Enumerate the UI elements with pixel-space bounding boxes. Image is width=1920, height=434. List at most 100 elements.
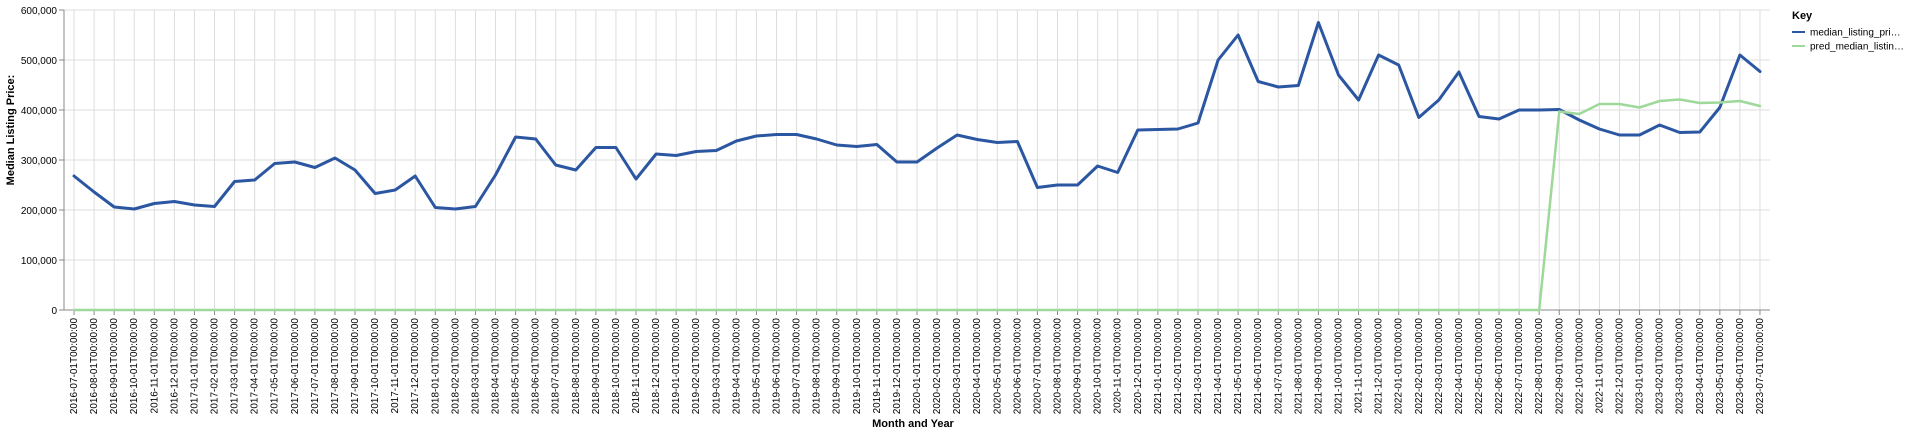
x-tick-label: 2019-02-01T00:00:00 xyxy=(691,318,702,415)
y-tick-label: 300,000 xyxy=(21,156,58,167)
x-tick-label: 2021-07-01T00:00:00 xyxy=(1273,318,1284,415)
x-tick-label: 2017-09-01T00:00:00 xyxy=(350,318,361,415)
x-tick-label: 2018-07-01T00:00:00 xyxy=(551,318,562,415)
x-tick-label: 2019-07-01T00:00:00 xyxy=(792,318,803,415)
x-tick-label: 2017-03-01T00:00:00 xyxy=(230,318,241,415)
x-tick-label: 2020-02-01T00:00:00 xyxy=(932,318,943,415)
x-tick-label: 2016-12-01T00:00:00 xyxy=(169,318,180,415)
x-tick-label: 2020-11-01T00:00:00 xyxy=(1113,318,1124,414)
x-tick-label: 2017-11-01T00:00:00 xyxy=(390,318,401,414)
x-tick-label: 2018-08-01T00:00:00 xyxy=(571,318,582,415)
x-axis-title: Month and Year xyxy=(872,418,954,430)
series-line-2 xyxy=(72,98,1762,312)
x-tick-label: 2017-02-01T00:00:00 xyxy=(210,318,221,415)
x-tick-label: 2022-07-01T00:00:00 xyxy=(1514,318,1525,415)
y-axis-ticks: 0 100,000 200,000 300,000 400,000 500,000 600,… xyxy=(21,6,64,317)
x-tick-label: 2022-08-01T00:00:00 xyxy=(1534,318,1545,415)
x-tick-label: 2016-08-01T00:00:00 xyxy=(89,318,100,415)
x-tick-label: 2017-05-01T00:00:00 xyxy=(270,318,281,415)
x-tick-label: 2021-01-01T00:00:00 xyxy=(1153,318,1164,415)
x-tick-label: 2022-11-01T00:00:00 xyxy=(1594,318,1605,414)
x-tick-label: 2021-05-01T00:00:00 xyxy=(1233,318,1244,415)
x-tick-label: 2017-07-01T00:00:00 xyxy=(310,318,321,415)
x-tick-label: 2020-05-01T00:00:00 xyxy=(992,318,1003,415)
x-tick-label: 2022-04-01T00:00:00 xyxy=(1454,318,1465,415)
x-tick-label: 2022-06-01T00:00:00 xyxy=(1494,318,1505,415)
x-tick-label: 2023-07-01T00:00:00 xyxy=(1755,318,1766,415)
x-tick-label: 2018-06-01T00:00:00 xyxy=(531,318,542,415)
legend-label: pred_median_listin… xyxy=(1810,42,1904,53)
x-tick-label: 2018-04-01T00:00:00 xyxy=(491,318,502,415)
x-axis-ticks: 2016-07-01T00:00:00 2016-08-01T00:00:00 20… xyxy=(69,310,1766,414)
x-tick-label: 2022-01-01T00:00:00 xyxy=(1394,318,1405,415)
x-tick-label: 2019-05-01T00:00:00 xyxy=(751,318,762,415)
x-tick-label: 2023-05-01T00:00:00 xyxy=(1715,318,1726,415)
x-tick-label: 2022-05-01T00:00:00 xyxy=(1474,318,1485,415)
x-tick-label: 2018-09-01T00:00:00 xyxy=(591,318,602,415)
x-tick-label: 2019-04-01T00:00:00 xyxy=(731,318,742,415)
x-tick-label: 2021-09-01T00:00:00 xyxy=(1313,318,1324,415)
series-lines xyxy=(72,21,1762,312)
x-tick-label: 2020-01-01T00:00:00 xyxy=(912,318,923,415)
x-tick-label: 2020-03-01T00:00:00 xyxy=(952,318,963,415)
x-tick-label: 2019-09-01T00:00:00 xyxy=(832,318,843,415)
x-tick-label: 2017-01-01T00:00:00 xyxy=(189,318,200,415)
x-tick-label: 2022-12-01T00:00:00 xyxy=(1614,318,1625,415)
x-tick-label: 2021-02-01T00:00:00 xyxy=(1173,318,1184,415)
x-tick-label: 2020-07-01T00:00:00 xyxy=(1032,318,1043,415)
x-tick-label: 2021-10-01T00:00:00 xyxy=(1333,318,1344,415)
x-tick-label: 2022-09-01T00:00:00 xyxy=(1554,318,1565,415)
x-tick-label: 2019-12-01T00:00:00 xyxy=(892,318,903,415)
x-tick-label: 2019-08-01T00:00:00 xyxy=(812,318,823,415)
x-tick-label: 2022-02-01T00:00:00 xyxy=(1414,318,1425,415)
x-tick-label: 2018-03-01T00:00:00 xyxy=(470,318,481,415)
x-tick-label: 2022-10-01T00:00:00 xyxy=(1574,318,1585,415)
x-tick-label: 2018-05-01T00:00:00 xyxy=(511,318,522,415)
x-tick-label: 2019-03-01T00:00:00 xyxy=(711,318,722,415)
x-tick-label: 2018-12-01T00:00:00 xyxy=(651,318,662,415)
x-tick-label: 2023-06-01T00:00:00 xyxy=(1735,318,1746,415)
x-tick-label: 2022-03-01T00:00:00 xyxy=(1434,318,1445,415)
x-tick-label: 2021-03-01T00:00:00 xyxy=(1193,318,1204,415)
y-axis-title: Median Listing Price: xyxy=(5,75,17,186)
y-tick-label: 200,000 xyxy=(21,206,58,217)
x-tick-label: 2017-08-01T00:00:00 xyxy=(330,318,341,415)
x-tick-label: 2020-12-01T00:00:00 xyxy=(1133,318,1144,415)
x-tick-label: 2020-06-01T00:00:00 xyxy=(1012,318,1023,415)
x-tick-label: 2023-02-01T00:00:00 xyxy=(1655,318,1666,415)
legend: Key median_listing_pri… pred_median_listi… xyxy=(1792,10,1904,53)
y-tick-label: 0 xyxy=(51,306,57,317)
x-tick-label: 2019-01-01T00:00:00 xyxy=(671,318,682,415)
x-tick-label: 2018-11-01T00:00:00 xyxy=(631,318,642,414)
legend-title: Key xyxy=(1792,10,1813,22)
x-tick-label: 2021-12-01T00:00:00 xyxy=(1374,318,1385,415)
x-tick-label: 2020-10-01T00:00:00 xyxy=(1093,318,1104,415)
x-tick-label: 2021-11-01T00:00:00 xyxy=(1354,318,1365,414)
x-tick-label: 2023-03-01T00:00:00 xyxy=(1675,318,1686,415)
x-tick-label: 2021-06-01T00:00:00 xyxy=(1253,318,1264,415)
x-tick-label: 2020-09-01T00:00:00 xyxy=(1073,318,1084,415)
x-tick-label: 2017-10-01T00:00:00 xyxy=(370,318,381,415)
x-tick-label: 2016-11-01T00:00:00 xyxy=(149,318,160,414)
y-tick-label: 100,000 xyxy=(21,256,58,267)
x-tick-label: 2019-10-01T00:00:00 xyxy=(852,318,863,415)
x-tick-label: 2018-02-01T00:00:00 xyxy=(450,318,461,415)
x-tick-label: 2016-09-01T00:00:00 xyxy=(109,318,120,415)
x-tick-label: 2018-10-01T00:00:00 xyxy=(611,318,622,415)
x-tick-label: 2018-01-01T00:00:00 xyxy=(430,318,441,415)
x-tick-label: 2020-08-01T00:00:00 xyxy=(1052,318,1063,415)
grid xyxy=(64,9,1770,311)
x-tick-label: 2023-01-01T00:00:00 xyxy=(1635,318,1646,415)
x-tick-label: 2016-07-01T00:00:00 xyxy=(69,318,80,415)
x-tick-label: 2017-12-01T00:00:00 xyxy=(410,318,421,415)
x-tick-label: 2017-04-01T00:00:00 xyxy=(250,318,261,415)
x-tick-label: 2017-06-01T00:00:00 xyxy=(290,318,301,415)
y-tick-label: 500,000 xyxy=(21,56,58,67)
y-tick-label: 600,000 xyxy=(21,6,58,17)
x-tick-label: 2019-06-01T00:00:00 xyxy=(772,318,783,415)
y-tick-label: 400,000 xyxy=(21,106,58,117)
x-tick-label: 2020-04-01T00:00:00 xyxy=(972,318,983,415)
x-tick-label: 2021-04-01T00:00:00 xyxy=(1213,318,1224,415)
x-tick-label: 2023-04-01T00:00:00 xyxy=(1695,318,1706,415)
